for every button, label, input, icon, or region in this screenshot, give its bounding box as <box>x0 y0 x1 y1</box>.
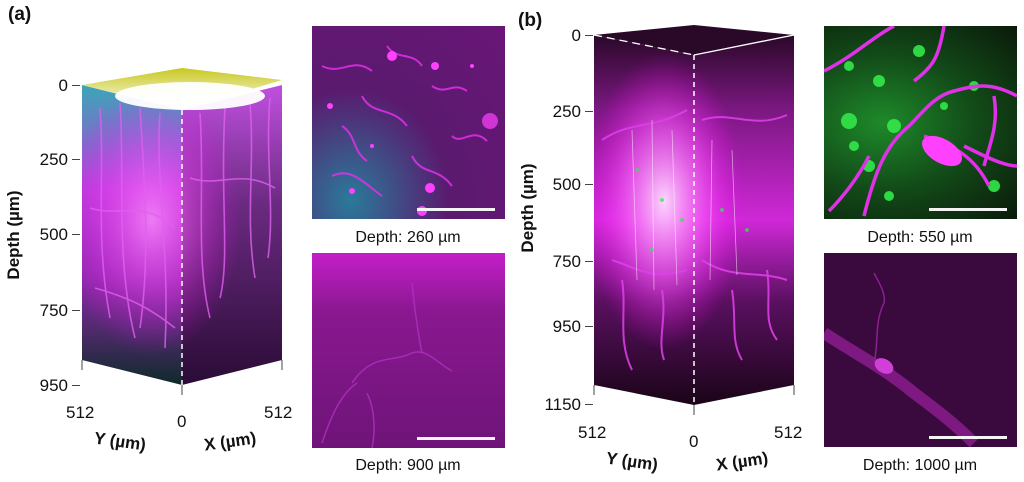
panel-a-caption-260: Depth: 260 µm <box>355 229 461 246</box>
panel-b-ytick-mark <box>585 111 593 112</box>
panel-b-label: (b) <box>518 10 543 31</box>
panel-b-top-face <box>594 25 794 55</box>
panel-b-image-550um <box>824 26 1017 219</box>
panel-a-xtick-y512: 512 <box>66 403 95 422</box>
scale-bar <box>417 208 495 211</box>
panel-a-label: (a) <box>8 4 32 25</box>
panel-a-image-900um <box>312 253 505 448</box>
panel-b-caption-1000: Depth: 1000 µm <box>862 457 978 474</box>
panel-b-ytick-1150: 1150 <box>544 395 581 414</box>
panel-b-ytick-0: 0 <box>571 26 581 45</box>
panel-b-volume-render <box>593 25 795 415</box>
panel-a-x-axis-label: X (µm) <box>202 428 258 455</box>
panel-a-y-axis-label: Y (µm) <box>93 428 148 455</box>
panel-a-ytick-950: 950 <box>39 376 68 395</box>
panel-b-xtick-0: 0 <box>689 432 699 451</box>
panel-a-ytick-750: 750 <box>39 301 68 320</box>
panel-a-ytick-mark <box>72 234 80 235</box>
panel-b-ytick-950: 950 <box>552 317 581 336</box>
panel-a-ytick-mark <box>72 85 80 86</box>
scale-bar <box>929 208 1007 211</box>
panel-b-xtick-y512: 512 <box>578 423 607 442</box>
panel-b-vessels <box>601 109 788 371</box>
panel-a-ytick-250: 250 <box>39 150 68 169</box>
panel-a-volume-render <box>81 68 283 395</box>
panel-a-xtick-x512: 512 <box>264 403 293 422</box>
panel-a-caption-900: Depth: 900 µm <box>355 457 461 474</box>
panel-b-ytick-250: 250 <box>552 102 581 121</box>
panel-a-xtick-0: 0 <box>177 412 187 431</box>
scale-bar <box>417 437 495 440</box>
panel-b-xtick-x512: 512 <box>774 423 803 442</box>
panel-b-ylabel: Depth (µm) <box>518 163 537 253</box>
panel-b-ytick-mark <box>585 261 593 262</box>
panel-b-ytick-750: 750 <box>552 252 581 271</box>
panel-a-ytick-mark <box>72 385 80 386</box>
panel-b-ytick-mark <box>585 184 593 185</box>
panel-a-image-260um <box>312 26 505 219</box>
panel-a-ytick-mark <box>72 310 80 311</box>
panel-b-ytick-500: 500 <box>552 175 581 194</box>
panel-a-ylabel: Depth (µm) <box>4 190 23 280</box>
panel-a-ytick-mark <box>72 159 80 160</box>
panel-b-ytick-mark <box>585 404 593 405</box>
panel-a-ytick-0: 0 <box>58 76 68 95</box>
panel-b-ytick-mark <box>585 35 593 36</box>
panel-b-x-axis-label: X (µm) <box>714 448 770 475</box>
panel-b-caption-550: Depth: 550 µm <box>867 229 973 246</box>
scale-bar <box>929 436 1007 439</box>
panel-b-y-axis-label: Y (µm) <box>605 448 660 475</box>
panel-b-image-1000um <box>824 253 1017 447</box>
panel-a-vessels <box>89 97 276 349</box>
panel-a-ytick-500: 500 <box>39 225 68 244</box>
panel-b-ytick-mark <box>585 326 593 327</box>
